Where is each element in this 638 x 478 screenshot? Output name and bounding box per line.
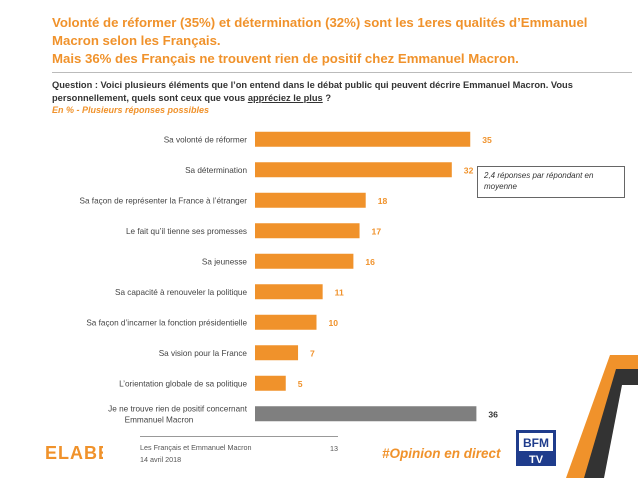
category-label: Le fait qu’il tienne ses promesses xyxy=(126,227,247,236)
question-subtitle: En % - Plusieurs réponses possibles xyxy=(52,105,210,115)
value-label: 17 xyxy=(372,226,382,236)
page-number: 13 xyxy=(330,444,338,453)
value-label: 35 xyxy=(482,135,492,145)
hashtag: #Opinion en direct xyxy=(382,446,501,461)
title-line-3: Mais 36% des Français ne trouvent rien d… xyxy=(52,51,519,66)
value-label: 16 xyxy=(365,257,375,267)
question-emphasis: appréciez le plus xyxy=(247,92,323,103)
bfm-tv-logo: BFM TV xyxy=(516,430,556,466)
bar-chart: Sa volonté de réformer 35 Sa détermination… xyxy=(80,131,498,424)
question-text-start: Question : Voici plusieurs éléments que … xyxy=(52,80,573,103)
value-label: 7 xyxy=(310,348,315,358)
category-label: Sa vision pour la France xyxy=(159,349,248,358)
title-divider xyxy=(52,72,632,73)
average-responses-note: 2,4 réponses par répondant en moyenne xyxy=(477,166,625,198)
bar-7 xyxy=(255,314,317,330)
bfm-logo-text: BFM xyxy=(523,436,549,450)
question-text: Question : Voici plusieurs éléments que … xyxy=(52,79,612,104)
bar-9 xyxy=(255,375,286,391)
footer-divider xyxy=(140,436,338,437)
bar-10 xyxy=(255,406,477,422)
footer-study-name: Les Français et Emmanuel Macron xyxy=(140,443,252,452)
value-label: 36 xyxy=(488,409,498,419)
category-label: Sa façon de représenter la France à l’ét… xyxy=(80,196,248,205)
bar-4 xyxy=(255,223,360,239)
category-label: Sa capacité à renouveler la politique xyxy=(115,288,247,297)
bar-3 xyxy=(255,192,366,208)
elabe-logo-text: ELABE xyxy=(45,443,103,463)
bar-1 xyxy=(255,131,471,147)
bar-8 xyxy=(255,345,299,361)
decorative-chevron xyxy=(566,355,638,478)
value-label: 11 xyxy=(335,287,344,297)
category-label: Sa détermination xyxy=(185,166,247,175)
category-label: Sa façon d’incarner la fonction présiden… xyxy=(86,318,247,327)
value-label: 10 xyxy=(329,318,339,328)
question-text-end: ? xyxy=(322,92,331,103)
category-label: L’orientation globale de sa politique xyxy=(119,379,247,388)
footer-date: 14 avril 2018 xyxy=(140,455,182,464)
value-label: 5 xyxy=(298,379,303,389)
title-line-2: Macron selon les Français. xyxy=(52,33,221,48)
slide-title: Volonté de réformer (35%) et déterminati… xyxy=(52,14,612,68)
value-label: 18 xyxy=(378,196,388,206)
bar-5 xyxy=(255,253,354,269)
bar-2 xyxy=(255,162,452,178)
category-label: Sa volonté de réformer xyxy=(164,135,248,144)
value-label: 32 xyxy=(464,165,474,175)
title-line-1: Volonté de réformer (35%) et déterminati… xyxy=(52,15,588,30)
tv-logo-text: TV xyxy=(529,454,544,466)
category-label: Je ne trouve rien de positif concernant E… xyxy=(108,404,248,424)
bar-6 xyxy=(255,284,323,300)
elabe-logo: ELABE xyxy=(45,443,103,463)
category-label: Sa jeunesse xyxy=(202,257,248,266)
